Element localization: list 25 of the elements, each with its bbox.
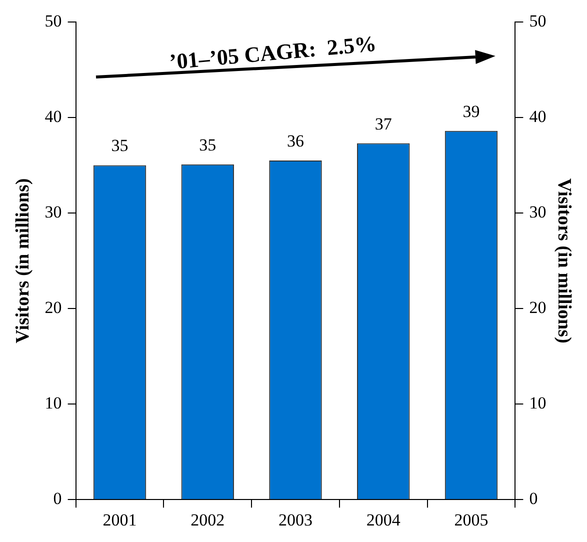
y2-tick-label: 50: [529, 11, 546, 30]
y-tick-label: 20: [44, 298, 62, 318]
y-tick-label: 30: [44, 202, 62, 222]
y2-tick-label: 30: [529, 202, 546, 222]
x-tick-label: 2005: [454, 510, 488, 530]
y2-tick-label: 0: [529, 489, 538, 508]
y-axis-title: Visitors (in millions): [12, 178, 34, 344]
data-label: 37: [374, 114, 392, 134]
y-tick-label: 10: [44, 394, 62, 413]
x-tick-label: 2001: [102, 510, 137, 530]
data-label: 36: [287, 131, 304, 150]
y2-tick-label: 40: [529, 106, 546, 126]
annotation: ’01–’05 CAGR: 2.5%: [168, 30, 378, 74]
y-tick-label: 50: [44, 11, 62, 30]
data-label: 35: [199, 135, 216, 154]
data-label: 35: [111, 136, 128, 156]
y2-tick-label: 10: [529, 394, 546, 413]
y2-axis-title: Visitors (in millions): [554, 178, 575, 344]
x-tick-label: 2004: [366, 510, 401, 530]
data-label: 39: [462, 102, 480, 121]
y-tick-label: 0: [53, 489, 62, 508]
x-tick-label: 2003: [278, 510, 312, 530]
x-tick-label: 2002: [190, 510, 225, 530]
y2-tick-label: 20: [529, 298, 546, 318]
y-tick-label: 40: [44, 106, 62, 126]
